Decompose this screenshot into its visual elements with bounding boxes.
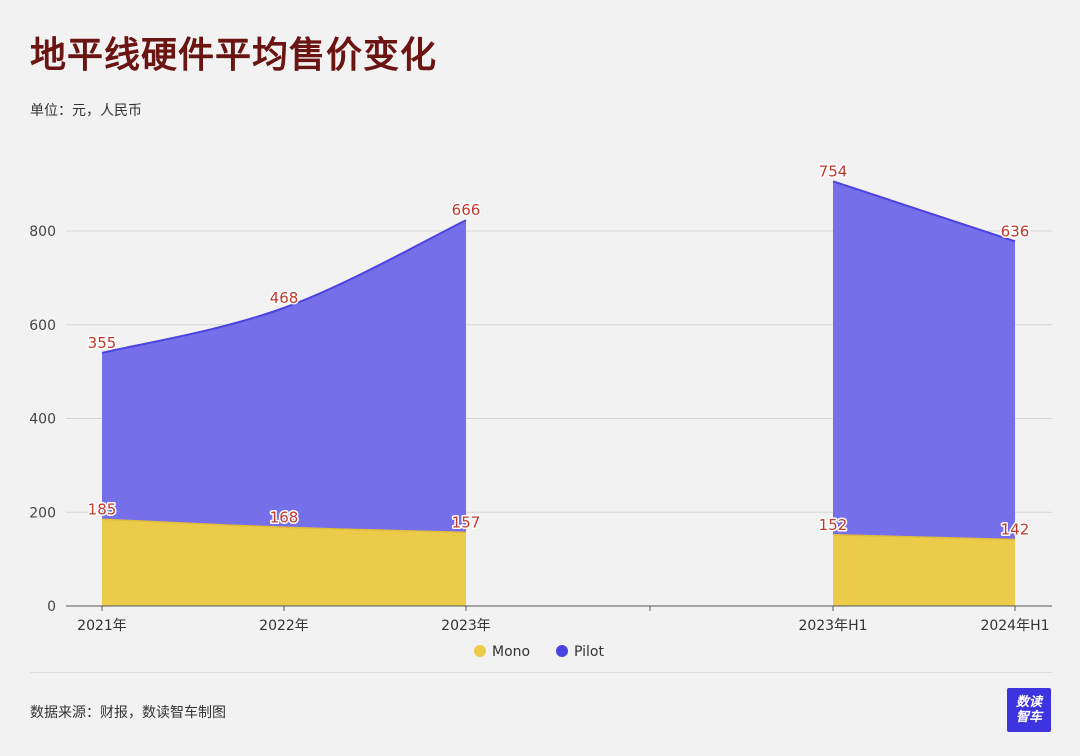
mono-data-label-5: 152 — [819, 516, 848, 534]
pilot-data-label-5: 754 — [819, 162, 848, 180]
logo-line-1: 数读 — [1015, 695, 1042, 710]
footer-divider — [30, 672, 1052, 673]
mono-area-segment-1 — [102, 519, 466, 606]
mono-data-label-1: 185 — [88, 500, 117, 518]
x-tick-label-3: 2023年 — [441, 618, 491, 634]
mono-data-label-6: 142 — [1001, 520, 1030, 538]
legend-pilot-swatch — [556, 645, 568, 657]
legend-pilot-label: Pilot — [574, 644, 604, 660]
chart-title: 地平线硬件平均售价变化 — [30, 35, 438, 76]
pilot-area-segment-2 — [833, 181, 1015, 540]
pilot-data-label-3: 666 — [452, 201, 481, 219]
pilot-data-label-2: 468 — [270, 289, 299, 307]
mono-line-segment-1 — [101, 518, 467, 534]
brand-logo: 数读 智车 — [1007, 688, 1051, 732]
x-tick-label-1: 2021年 — [77, 618, 127, 634]
y-tick-label-800: 800 — [29, 224, 56, 240]
x-tick-label-5: 2023年H1 — [798, 618, 867, 634]
x-tick-label-2: 2022年 — [259, 618, 309, 634]
logo-line-2: 智车 — [1015, 710, 1042, 725]
mono-line-segment-2 — [832, 534, 1016, 541]
y-tick-label-600: 600 — [29, 318, 56, 334]
x-tick-label-6: 2024年H1 — [980, 618, 1049, 634]
y-tick-label-400: 400 — [29, 412, 56, 428]
unit-note: 单位：元，人民币 — [30, 103, 142, 119]
source-note: 数据来源：财报，数读智车制图 — [30, 705, 226, 721]
mono-data-label-2: 168 — [270, 508, 299, 526]
legend-mono-swatch — [474, 645, 486, 657]
mono-area-segment-2 — [833, 534, 1015, 606]
pilot-line-segment-2 — [832, 180, 1016, 243]
mono-data-label-3: 157 — [452, 513, 481, 531]
y-tick-label-0: 0 — [47, 599, 56, 615]
y-tick-label-200: 200 — [29, 505, 56, 521]
legend-mono-label: Mono — [492, 644, 530, 660]
pilot-area-segment-1 — [102, 220, 466, 533]
pilot-data-label-1: 355 — [88, 334, 117, 352]
pilot-line-segment-1 — [101, 219, 467, 354]
pilot-data-label-6: 636 — [1001, 222, 1030, 240]
stacked-area-chart: 0 200 400 600 800 2021年 2022年 2023年 2023年H1 2024年… — [29, 161, 1052, 660]
